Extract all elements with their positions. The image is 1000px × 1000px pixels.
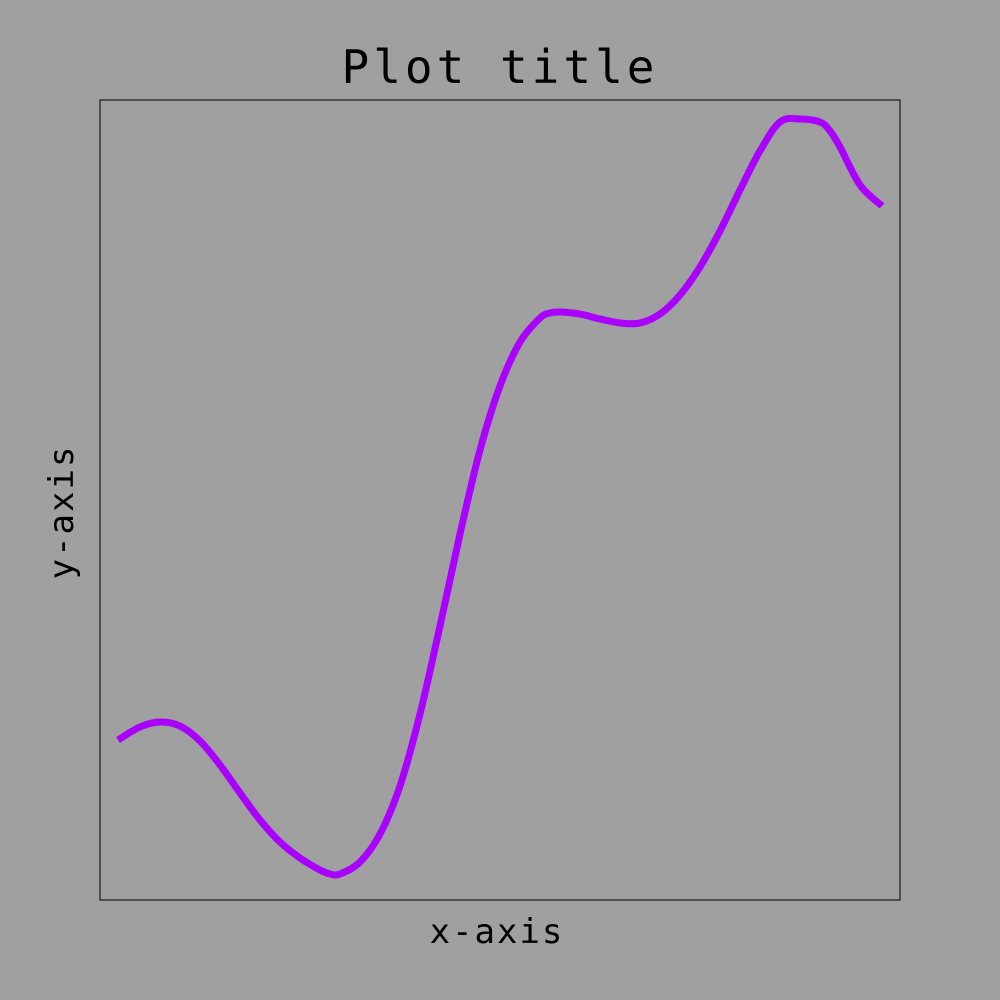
y-axis-label: y-axis	[42, 445, 82, 580]
series-layer	[116, 114, 885, 879]
x-axis-label: x-axis	[430, 912, 565, 952]
chart-title: Plot title	[342, 40, 659, 94]
series-line-0	[116, 114, 885, 879]
plot-frame	[99, 99, 901, 901]
